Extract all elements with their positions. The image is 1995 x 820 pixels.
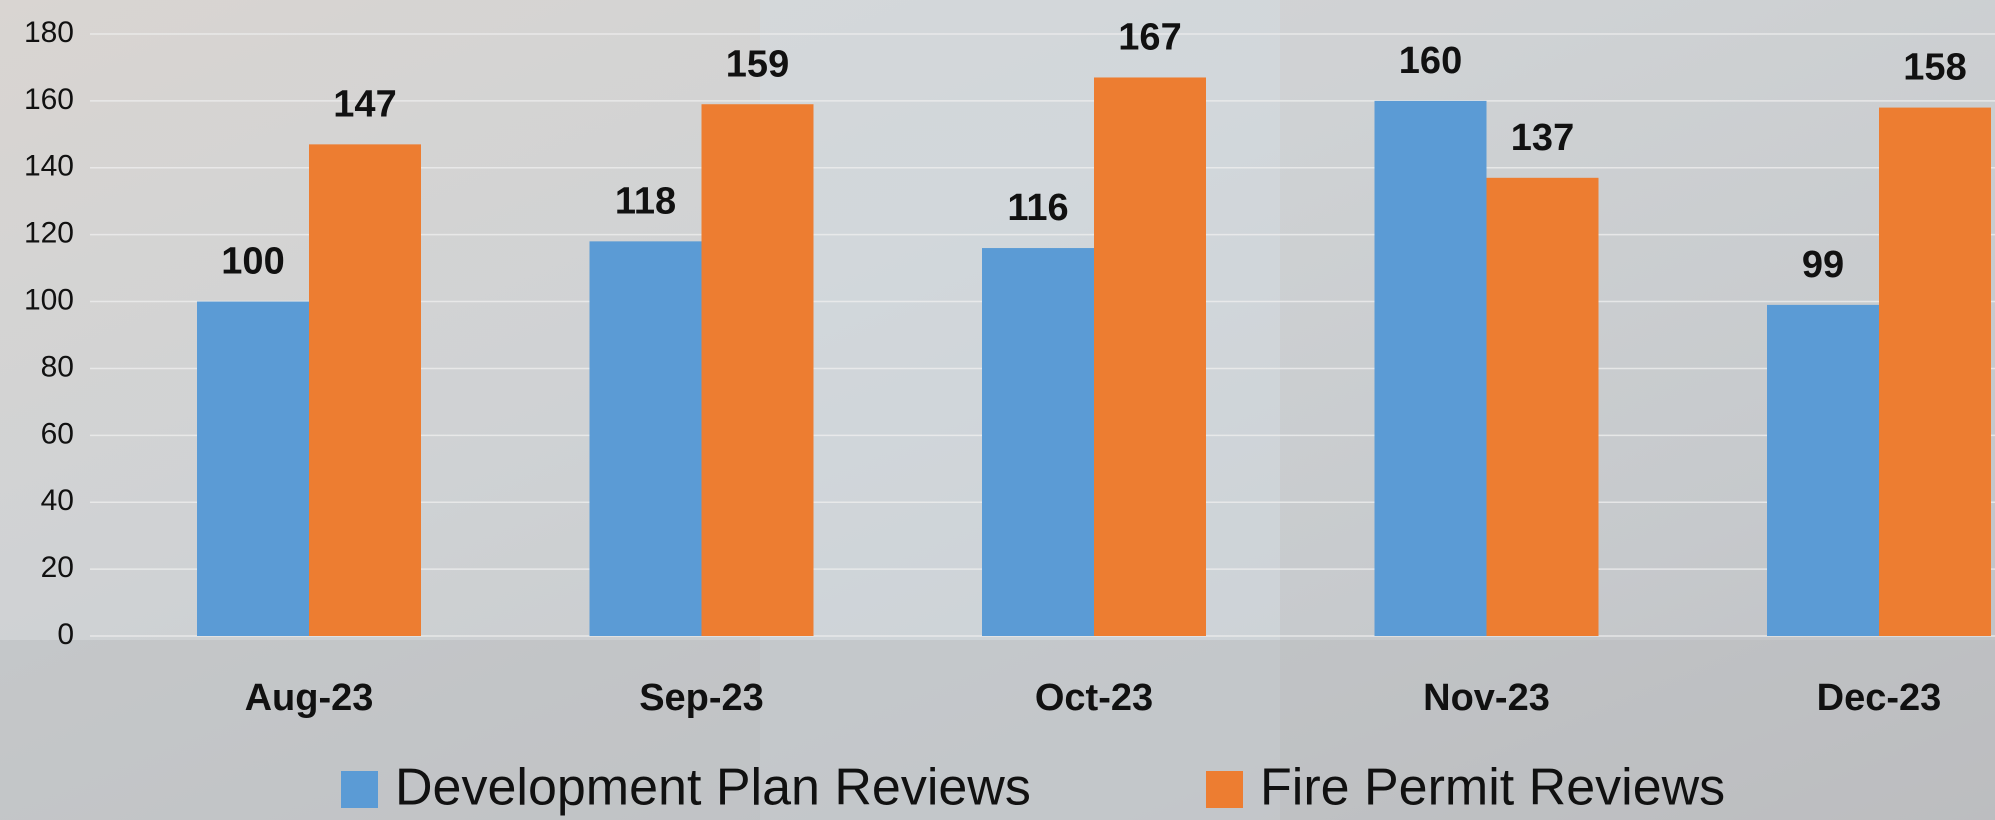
bar [589,241,702,636]
value-label: 147 [333,83,396,125]
value-label: 167 [1118,17,1181,59]
y-tick-label: 120 [24,217,74,250]
x-tick-label: Oct-23 [1035,677,1153,719]
y-tick-label: 40 [41,484,74,517]
value-label: 137 [1511,117,1574,159]
x-tick-label: Aug-23 [245,677,374,719]
y-tick-label: 80 [41,350,74,383]
y-tick-label: 60 [41,417,74,450]
bar [1486,177,1599,637]
value-label: 100 [221,241,284,283]
x-tick-label: Nov-23 [1423,677,1550,719]
legend-label: Fire Permit Reviews [1260,759,1725,817]
y-tick-label: 100 [24,283,74,316]
y-tick-label: 140 [24,150,74,183]
y-tick-label: 20 [41,551,74,584]
value-label: 118 [615,180,676,222]
value-label: 158 [1903,47,1966,89]
bar [701,104,814,636]
value-label: 159 [726,43,789,85]
value-label: 116 [1007,187,1068,229]
legend-label: Development Plan Reviews [395,759,1031,817]
value-label: 99 [1802,244,1844,286]
bar [1094,77,1206,636]
y-tick-label: 160 [24,83,74,116]
value-label: 160 [1399,40,1462,82]
x-tick-label: Dec-23 [1817,677,1942,719]
y-tick-label: 0 [57,618,74,651]
bar [982,248,1094,637]
bar [197,301,309,636]
background-ground [0,640,1995,820]
bar [309,144,421,636]
bar [1374,100,1487,636]
bar [1767,304,1879,636]
bar [1879,107,1991,637]
y-tick-label: 180 [24,16,74,49]
legend-swatch [341,771,378,808]
legend-swatch [1206,771,1243,808]
x-tick-label: Sep-23 [639,677,764,719]
